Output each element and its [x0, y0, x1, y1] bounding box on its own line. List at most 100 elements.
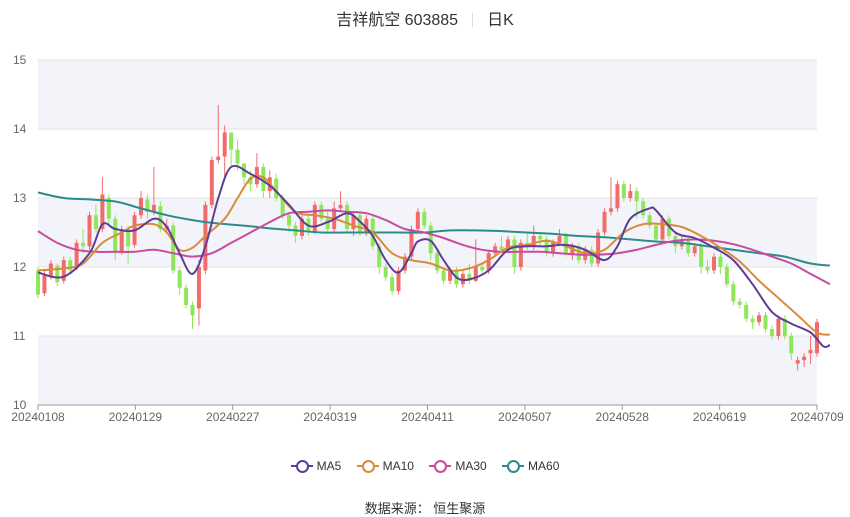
candle-body — [608, 208, 613, 212]
candle-body — [769, 329, 774, 336]
x-tick-label: 20240507 — [498, 410, 552, 424]
legend-item-ma5[interactable]: MA5 — [290, 459, 341, 473]
data-source: 数据来源： 恒生聚源 — [364, 501, 486, 516]
candle-body — [448, 270, 453, 281]
candle-body — [615, 184, 620, 209]
candle-body — [396, 270, 401, 292]
candle-body — [602, 211, 607, 233]
legend-item-ma30[interactable]: MA30 — [429, 459, 487, 473]
candle-body — [557, 235, 562, 243]
candle-body — [248, 177, 253, 185]
x-tick-label: 20240227 — [206, 410, 260, 424]
ma60-legend-icon — [502, 459, 525, 473]
candle-body — [209, 160, 214, 205]
candle-body — [512, 239, 517, 267]
legend-item-ma10[interactable]: MA10 — [356, 459, 414, 473]
candle-body — [551, 242, 556, 254]
candle-body — [750, 318, 755, 323]
legend-label-ma10: MA10 — [382, 459, 414, 473]
ma60-line — [37, 191, 830, 267]
candle-body — [357, 215, 362, 233]
grid-band — [38, 60, 817, 129]
candle-body — [531, 235, 536, 247]
candle-body — [390, 277, 395, 292]
candle-body — [538, 235, 543, 240]
legend: MA5 MA10 MA30 MA60 — [0, 459, 850, 476]
candle-body — [518, 242, 523, 267]
candle-body — [596, 232, 601, 264]
candle-body — [499, 246, 504, 250]
candle-body — [126, 229, 131, 247]
candle-body — [744, 304, 749, 319]
candle-body — [473, 267, 478, 281]
candle-body — [151, 204, 156, 212]
period-label: 日K — [487, 12, 514, 29]
candle-body — [364, 218, 369, 233]
candle-body — [711, 256, 716, 271]
candle-body — [692, 246, 697, 254]
candle-body — [55, 265, 60, 283]
candle-body — [795, 360, 800, 364]
ma5-line — [37, 164, 831, 349]
kline-chart: 10 11 12 13 14 15 20240108 20240129 20240227 2024… — [11, 53, 844, 424]
candle-body — [409, 229, 414, 257]
candle-body — [660, 218, 665, 240]
y-tick-label: 15 — [13, 53, 27, 67]
candle-body — [287, 215, 292, 226]
candle-body — [280, 198, 285, 216]
x-tick-label: 20240528 — [596, 410, 650, 424]
candle-body — [119, 229, 124, 252]
candle-body — [718, 256, 723, 267]
candle-body — [216, 156, 221, 161]
candle-body — [229, 132, 234, 150]
candle-body — [87, 215, 92, 247]
x-tick-label: 20240108 — [11, 410, 65, 424]
legend-item-ma60[interactable]: MA60 — [502, 459, 559, 473]
candle-body — [171, 225, 176, 271]
candle-body — [486, 253, 491, 271]
candle-body — [345, 204, 350, 230]
candle-body — [383, 267, 388, 278]
ma10-line — [37, 174, 831, 336]
candle-body — [319, 204, 324, 219]
candle-body — [235, 149, 240, 164]
candle-body — [628, 191, 633, 198]
candle-body — [203, 204, 208, 271]
ma10-legend-icon — [356, 459, 379, 473]
x-tick-label: 20240709 — [790, 410, 844, 424]
candle-body — [106, 198, 111, 219]
candle-body — [422, 211, 427, 226]
candle-body — [724, 267, 729, 285]
candle-body — [81, 242, 86, 247]
candle-body — [100, 194, 105, 230]
candle-body — [184, 287, 189, 305]
candle-body — [808, 349, 813, 354]
ma30-legend-icon — [429, 459, 452, 473]
candle-body — [467, 273, 472, 281]
candle-body — [42, 275, 47, 294]
y-tick-label: 14 — [13, 122, 27, 136]
candle-body — [647, 215, 652, 226]
candle-body — [261, 166, 266, 192]
candle-body — [654, 225, 659, 240]
candle-body — [589, 249, 594, 264]
candle-body — [68, 260, 73, 271]
candle-body — [505, 239, 510, 250]
candle-body — [576, 246, 581, 261]
candle-body — [699, 246, 704, 267]
y-tick-label: 13 — [13, 191, 27, 205]
candle-body — [782, 318, 787, 336]
candle-body — [74, 242, 79, 269]
candle-body — [480, 267, 485, 271]
title-separator — [472, 13, 474, 27]
y-tick-label: 11 — [13, 329, 26, 343]
candle-body — [299, 218, 304, 236]
candle-body — [274, 178, 279, 198]
candle-body — [196, 267, 201, 309]
ma5-legend-icon — [290, 459, 313, 473]
candle-body — [177, 270, 182, 288]
candle-body — [428, 225, 433, 254]
candle-body — [705, 267, 710, 271]
x-tick-label: 20240129 — [109, 410, 163, 424]
